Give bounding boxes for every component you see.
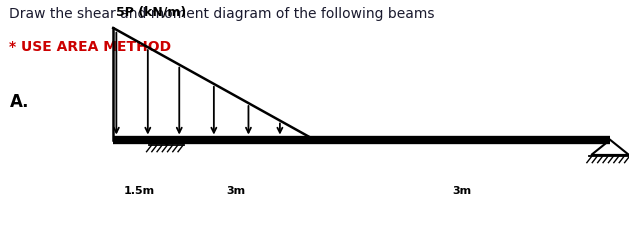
- Text: Draw the shear and moment diagram of the following beams: Draw the shear and moment diagram of the…: [9, 7, 435, 21]
- Text: 1.5m: 1.5m: [124, 186, 155, 196]
- Text: 5P (kN/m): 5P (kN/m): [116, 6, 187, 19]
- Text: * USE AREA METHOD: * USE AREA METHOD: [9, 40, 172, 54]
- Text: 3m: 3m: [453, 186, 472, 196]
- Text: 3m: 3m: [226, 186, 245, 196]
- Text: A.: A.: [9, 93, 29, 111]
